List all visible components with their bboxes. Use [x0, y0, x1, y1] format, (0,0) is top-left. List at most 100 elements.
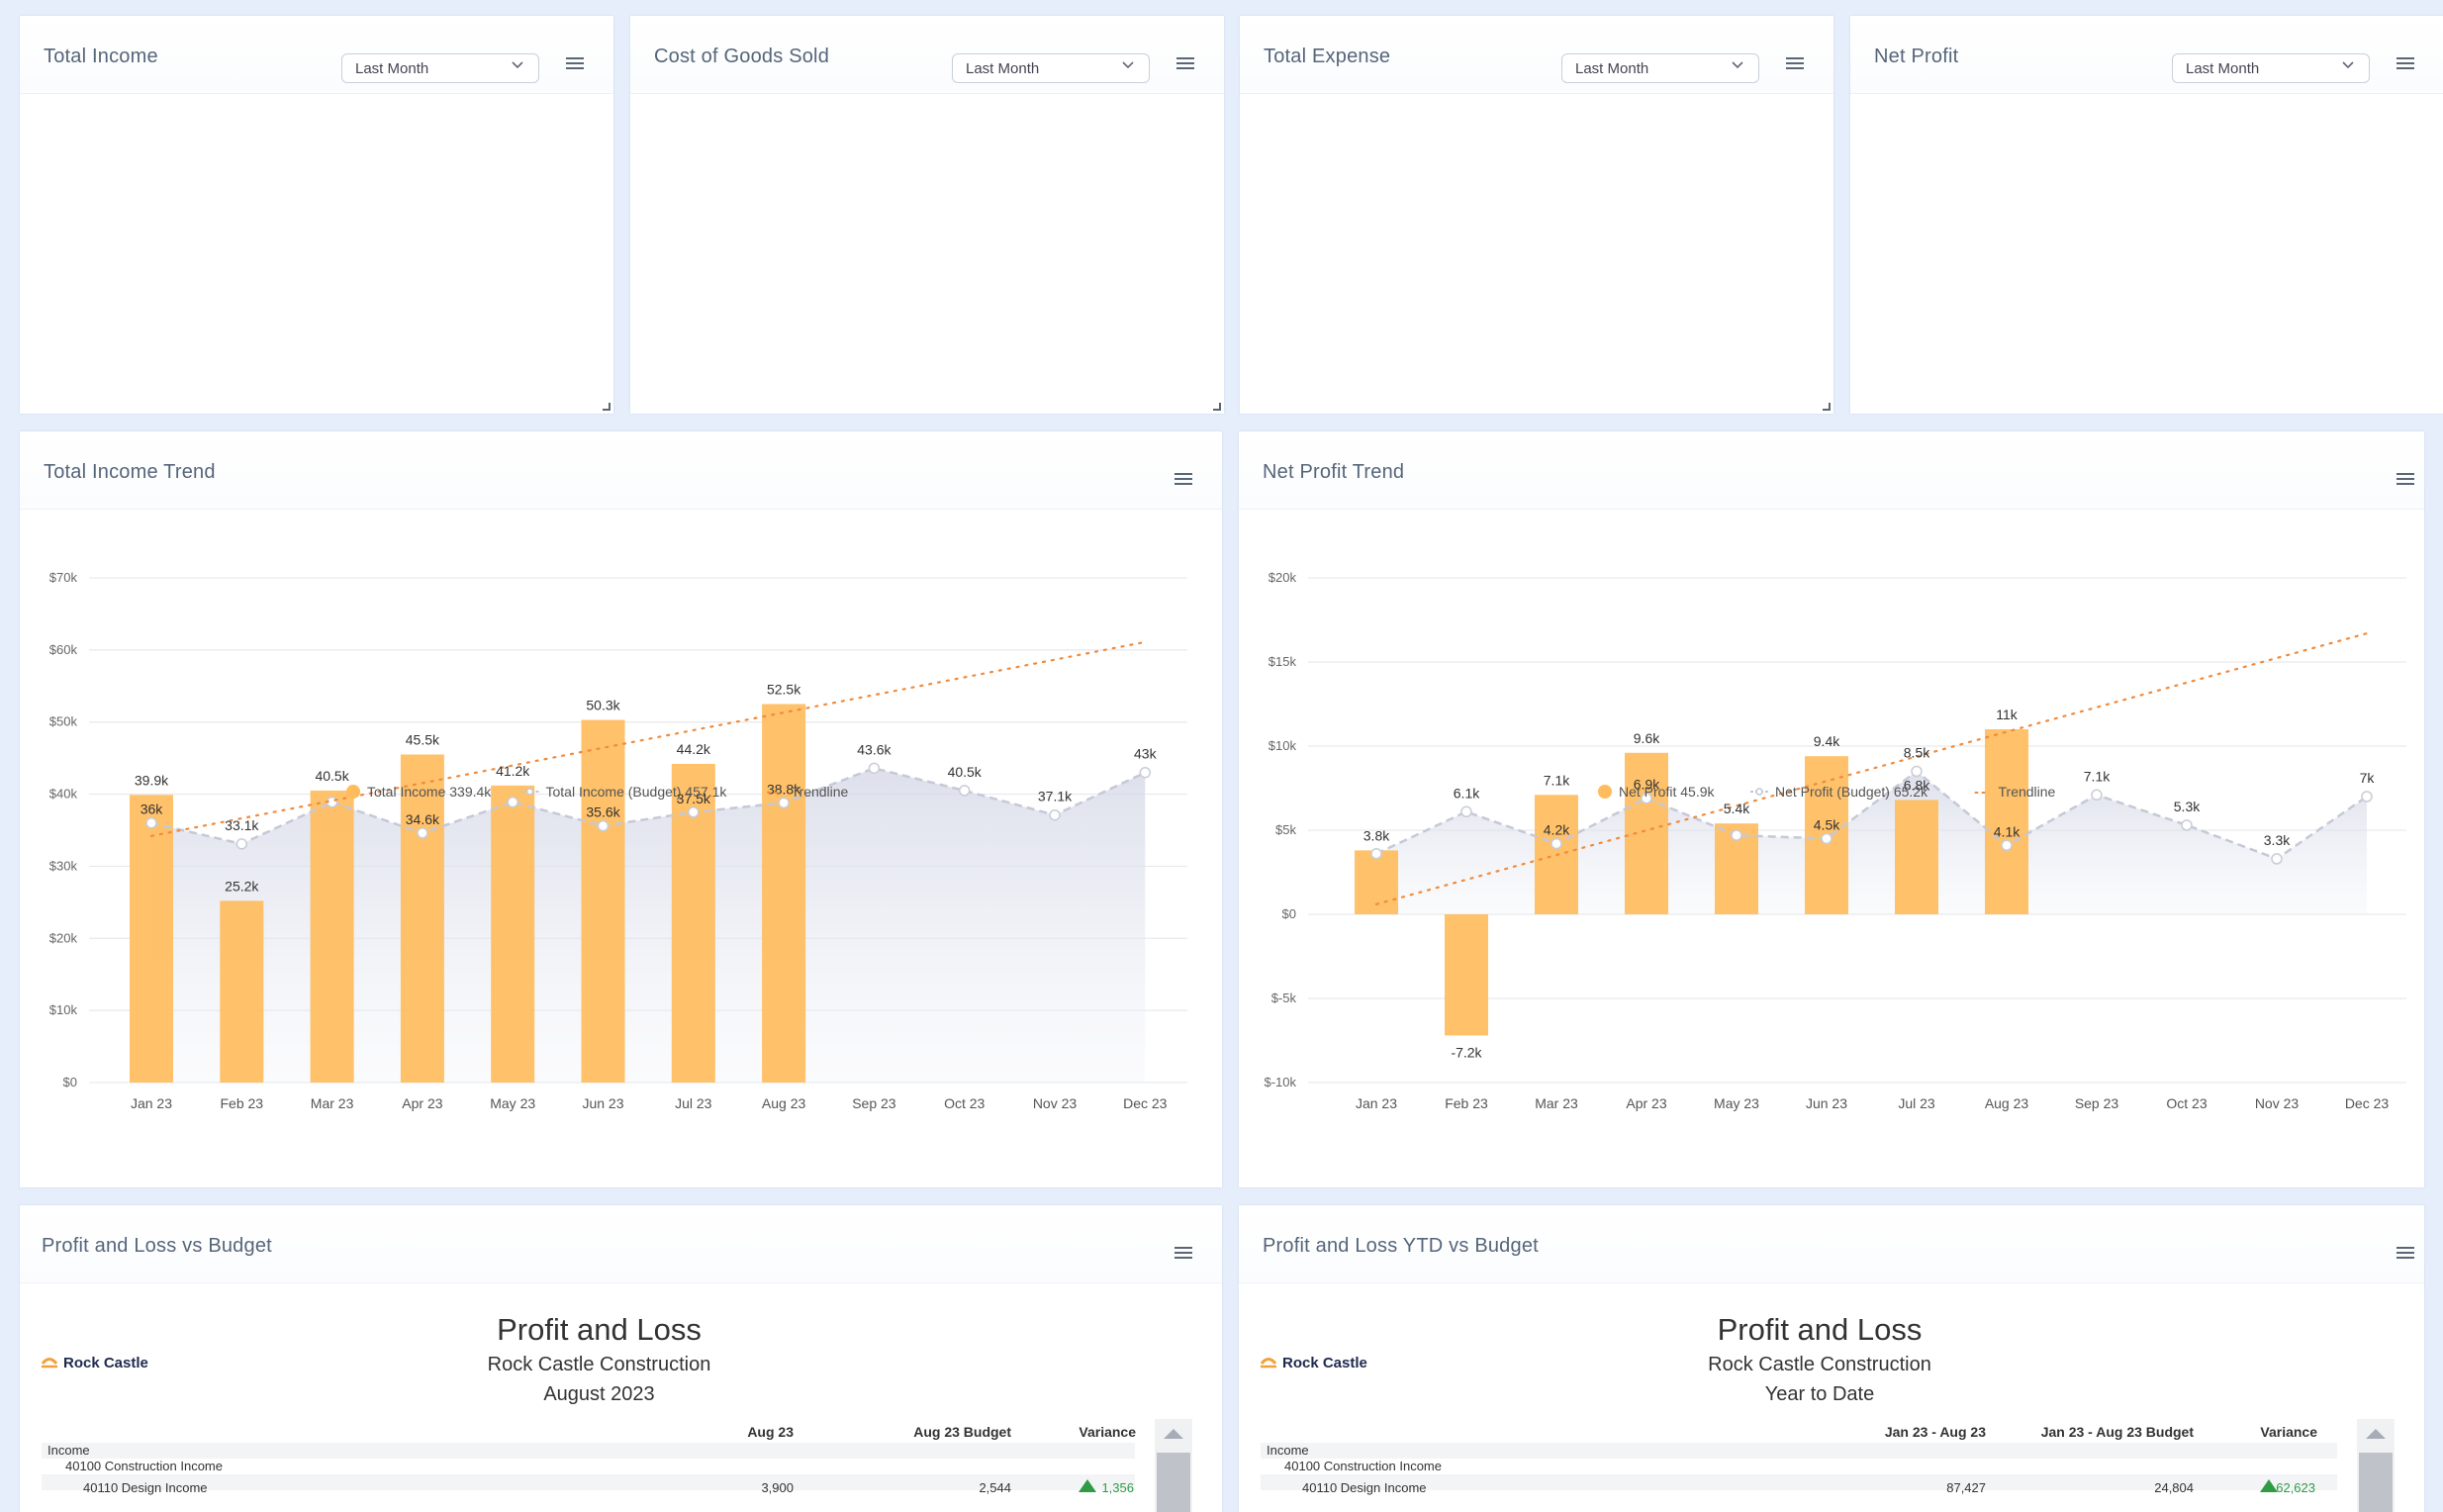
actual-bar	[1625, 752, 1668, 914]
actual-data-label: 11k	[1996, 707, 2019, 722]
y-tick-label: $-10k	[1264, 1075, 1296, 1089]
column-header: Jan 23 - Aug 23 Budget	[2041, 1424, 2195, 1440]
actual-data-label: 50.3k	[586, 698, 620, 713]
panel-title: Net Profit Trend	[1263, 461, 1405, 483]
period-dropdown[interactable]: Last Month 05k10k15k20k25kAug 2321.4k14.…	[1561, 53, 1759, 83]
actual-data-label: 52.5k	[767, 682, 801, 698]
x-tick-label: Jul 23	[1898, 1095, 1935, 1111]
budget-point	[145, 816, 157, 829]
x-tick-label: Jan 23	[1356, 1095, 1397, 1111]
scroll-up-arrow-icon	[1164, 1429, 1183, 1439]
row-label: 40110 Design Income	[83, 1480, 208, 1495]
resize-handle[interactable]	[1213, 403, 1221, 411]
actual-bar	[400, 754, 444, 1083]
period-value: Last Month	[1575, 60, 1649, 77]
kpi-card-cost-of-goods-sold: Cost of Goods Sold Last Month 05k10k15k2…	[630, 16, 1224, 414]
trendline	[149, 640, 1147, 837]
actual-data-label: 45.5k	[406, 732, 440, 748]
x-tick-label: Jun 23	[582, 1095, 623, 1111]
menu-icon[interactable]	[1175, 473, 1192, 487]
legend-label-trendline: Trendline	[792, 784, 849, 800]
budget-point	[958, 785, 971, 797]
budget-data-label: 4.5k	[1814, 817, 1840, 833]
budget-point	[1821, 832, 1832, 845]
actual-data-label: 3.8k	[1363, 827, 1390, 843]
logo-text: Rock Castle	[1282, 1355, 1367, 1371]
column-header: Aug 23	[747, 1424, 794, 1440]
legend-marker-budget-dot	[525, 788, 534, 796]
panel-header: Net Profit Last Month 02.5k5k7.5k10k12.5…	[1850, 16, 2443, 94]
x-tick-label: Mar 23	[311, 1095, 354, 1111]
row-bg	[1261, 1443, 2337, 1459]
x-tick-label: Jul 23	[675, 1095, 712, 1111]
actual-bar	[762, 704, 806, 1083]
resize-handle[interactable]	[603, 403, 611, 411]
budget-point	[1911, 765, 1923, 778]
x-tick-label: May 23	[1714, 1095, 1759, 1111]
x-tick-label: Dec 23	[2345, 1095, 2390, 1111]
kpi-card-total-expense: Total Expense Last Month 05k10k15k20k25k…	[1240, 16, 1833, 414]
actual-data-label: 41.2k	[496, 763, 530, 779]
company-name: Rock Castle Construction	[487, 1354, 711, 1375]
panel-title: Total Income Trend	[44, 461, 216, 483]
actual-data-label: -7.2k	[1451, 1044, 1482, 1060]
x-tick-label: Feb 23	[1445, 1095, 1488, 1111]
resize-handle[interactable]	[1823, 403, 1831, 411]
period-dropdown[interactable]: Last Month 05k10k15k20k25kAug 2320.1k20k…	[952, 53, 1150, 83]
menu-icon[interactable]	[2396, 57, 2414, 71]
budget-data-label: 33.1k	[225, 817, 259, 833]
menu-icon[interactable]	[566, 57, 584, 71]
row-label: 40100 Construction Income	[1284, 1459, 1442, 1473]
menu-icon[interactable]	[1786, 57, 1804, 71]
x-tick-label: Nov 23	[2255, 1095, 2300, 1111]
variance-value: 62,623	[2276, 1480, 2315, 1495]
budget-data-label: 6.9k	[1634, 777, 1660, 793]
section-label: Income	[47, 1443, 90, 1458]
report-period: Year to Date	[1764, 1383, 1875, 1405]
budget-point	[597, 819, 610, 832]
actual-data-label: 39.9k	[135, 772, 169, 788]
panel-header: Profit and Loss vs Budget	[20, 1205, 1222, 1283]
y-tick-label: $40k	[49, 787, 78, 802]
legend-label-actual: Net Profit 45.9k	[1619, 784, 1715, 800]
budget-line	[150, 767, 1146, 846]
panel-title: Profit and Loss vs Budget	[42, 1235, 272, 1257]
y-tick-label: $0	[1282, 906, 1296, 921]
budget-data-label: 4.1k	[1994, 823, 2020, 839]
pl-ytd-vs-budget-panel: Profit and Loss YTD vs Budget Rock Castl…	[1239, 1205, 2424, 1512]
y-tick-label: $70k	[49, 570, 78, 585]
budget-point	[2361, 791, 2373, 803]
x-tick-label: Oct 23	[2166, 1095, 2207, 1111]
column-header: Variance	[1079, 1424, 1136, 1440]
budget-point	[235, 838, 248, 850]
budget-data-label: 43.6k	[857, 741, 892, 757]
section-label: Income	[1267, 1443, 1309, 1458]
menu-icon[interactable]	[2396, 1247, 2414, 1261]
kpi-card-total-income: Total Income Last Month 010k20k30k40k50k…	[20, 16, 613, 414]
menu-icon[interactable]	[2396, 473, 2414, 487]
legend-label-budget: Total Income (Budget) 457.1k	[546, 784, 728, 800]
menu-icon[interactable]	[1175, 1247, 1192, 1261]
row-bg	[42, 1474, 1135, 1490]
budget-point	[2091, 789, 2103, 802]
period-value: Last Month	[966, 60, 1040, 77]
budget-data-label: 37.1k	[1038, 789, 1073, 804]
actual-bar	[310, 790, 354, 1083]
net-profit-trend-chart: $-10k $-5k $0 $5k $10k $15k $20k 3.8k -7.2k 7.1k 9…	[1264, 570, 2406, 1111]
kpi-card-net-profit: Net Profit Last Month 02.5k5k7.5k10k12.5…	[1850, 16, 2443, 414]
period-dropdown[interactable]: Last Month 010k20k30k40k50k60kAug 2352.5…	[341, 53, 539, 83]
menu-icon[interactable]	[1176, 57, 1194, 71]
budget-data-label: 37.5k	[677, 791, 711, 806]
x-tick-label: May 23	[490, 1095, 535, 1111]
income-trend-chart: $0 $10k $20k $30k $40k $50k $60k $70k 39.9k 25.2k…	[49, 570, 1187, 1111]
actual-bar	[491, 785, 535, 1083]
budget-area	[1376, 771, 2367, 914]
y-tick-label: $10k	[49, 1002, 78, 1017]
budget-data-label: 8.5k	[1904, 745, 1930, 761]
x-tick-label: Apr 23	[1626, 1095, 1666, 1111]
chevron-down-icon: 010k20k30k40k50k60kAug 2352.5k38.8kTotal…	[512, 61, 523, 69]
period-dropdown[interactable]: Last Month 02.5k5k7.5k10k12.5kAug 2311k4…	[2172, 53, 2370, 83]
row-label: 40110 Design Income	[1302, 1480, 1427, 1495]
budget-data-label: 7.1k	[2084, 768, 2111, 784]
column-header: Aug 23 Budget	[913, 1424, 1011, 1440]
